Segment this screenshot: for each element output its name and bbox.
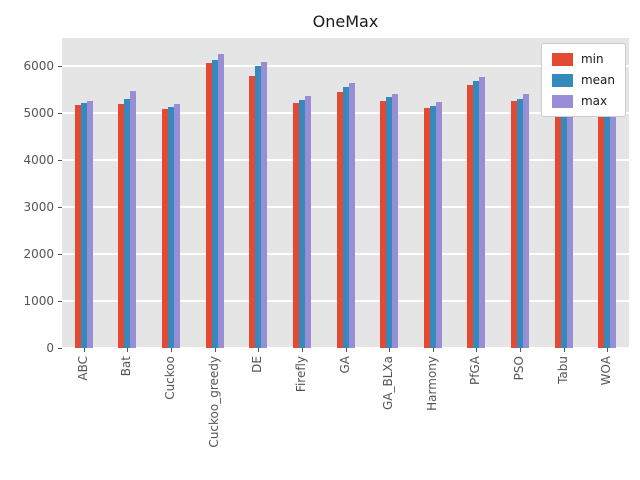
y-tick-mark [58,348,62,349]
bar-mean [429,105,436,348]
legend-item: mean [551,73,615,87]
bar-mean [124,98,131,348]
x-tick-label: GA_BLXa [381,356,396,410]
bar-min [249,76,256,348]
bar-max [174,104,181,348]
x-tick-label: Bat [119,356,134,377]
x-tick-label: ABC [75,356,90,381]
x-tick-label: PfGA [468,356,483,385]
bar-min [162,109,169,348]
legend-swatch [551,52,573,66]
plot-area [62,38,629,349]
y-tick-label: 0 [46,341,54,355]
bar-mean [342,86,349,348]
legend-swatch [551,94,573,108]
bar-max [610,101,617,348]
bar-mean [604,108,611,348]
x-tick-label: Cuckoo_greedy [206,356,221,448]
legend-label: max [580,94,608,108]
bar-max [479,76,486,348]
y-tick-label: 6000 [23,59,54,74]
gridline [62,65,629,67]
x-tick-label: Firefly [293,356,308,393]
y-tick-mark [58,160,62,162]
x-tick-mark [171,348,173,352]
x-tick-mark [607,348,609,352]
bar-mean [386,97,393,348]
chart-title: OneMax [312,12,379,31]
x-tick-label: Harmony [424,356,439,411]
bar-max [348,82,355,348]
bar-min [467,85,474,348]
x-tick-label: WOA [599,356,614,386]
y-tick-label: 5000 [23,106,54,121]
bar-min [74,105,81,348]
bar-mean [516,98,523,348]
x-tick-mark [214,348,216,352]
legend-item: max [551,94,615,108]
x-tick-mark [389,348,391,352]
bar-mean [211,59,218,348]
bar-min [598,112,605,348]
bar-max [86,101,93,348]
x-tick-label: PSO [511,356,526,381]
x-tick-mark [432,348,434,352]
x-tick-label: Cuckoo [163,356,178,400]
bar-mean [473,81,480,348]
bar-max [261,62,268,348]
x-tick-mark [345,348,347,352]
bar-min [510,100,517,348]
bar-min [205,63,212,348]
y-tick-mark [58,66,62,68]
bar-min [292,103,299,348]
bar-max [392,93,399,348]
bar-mean [255,65,262,348]
y-tick-mark [58,301,62,303]
x-tick-mark [258,348,260,352]
bar-min [336,91,343,348]
legend-label: mean [580,73,615,87]
bar-min [423,108,430,348]
legend-item: min [551,52,615,66]
y-tick-label: 1000 [23,294,54,309]
legend-swatch [551,73,573,87]
y-tick-label: 3000 [23,200,54,215]
bar-max [522,93,529,348]
x-tick-label: Tabu [555,356,570,384]
x-tick-mark [83,348,85,352]
x-tick-label: GA [337,356,352,374]
y-tick-label: 2000 [23,247,54,262]
bar-mean [80,103,87,348]
bar-mean [168,107,175,348]
bar-max [435,102,442,348]
legend: min mean max [540,43,626,117]
bar-mean [298,99,305,348]
bar-max [304,96,311,348]
bar-max [130,90,137,348]
bar-min [118,103,125,348]
y-tick-mark [58,207,62,209]
bar-min [554,111,561,348]
x-tick-label: DE [250,356,265,373]
bar-max [566,105,573,348]
x-tick-mark [301,348,303,352]
x-tick-mark [127,348,129,352]
legend-label: min [580,52,604,66]
bar-mean [560,108,567,348]
x-tick-mark [519,348,521,352]
y-tick-label: 4000 [23,153,54,168]
x-tick-mark [476,348,478,352]
x-tick-mark [563,348,565,352]
y-tick-mark [58,113,62,115]
y-tick-mark [58,254,62,256]
bar-min [380,100,387,348]
bar-max [217,54,224,348]
